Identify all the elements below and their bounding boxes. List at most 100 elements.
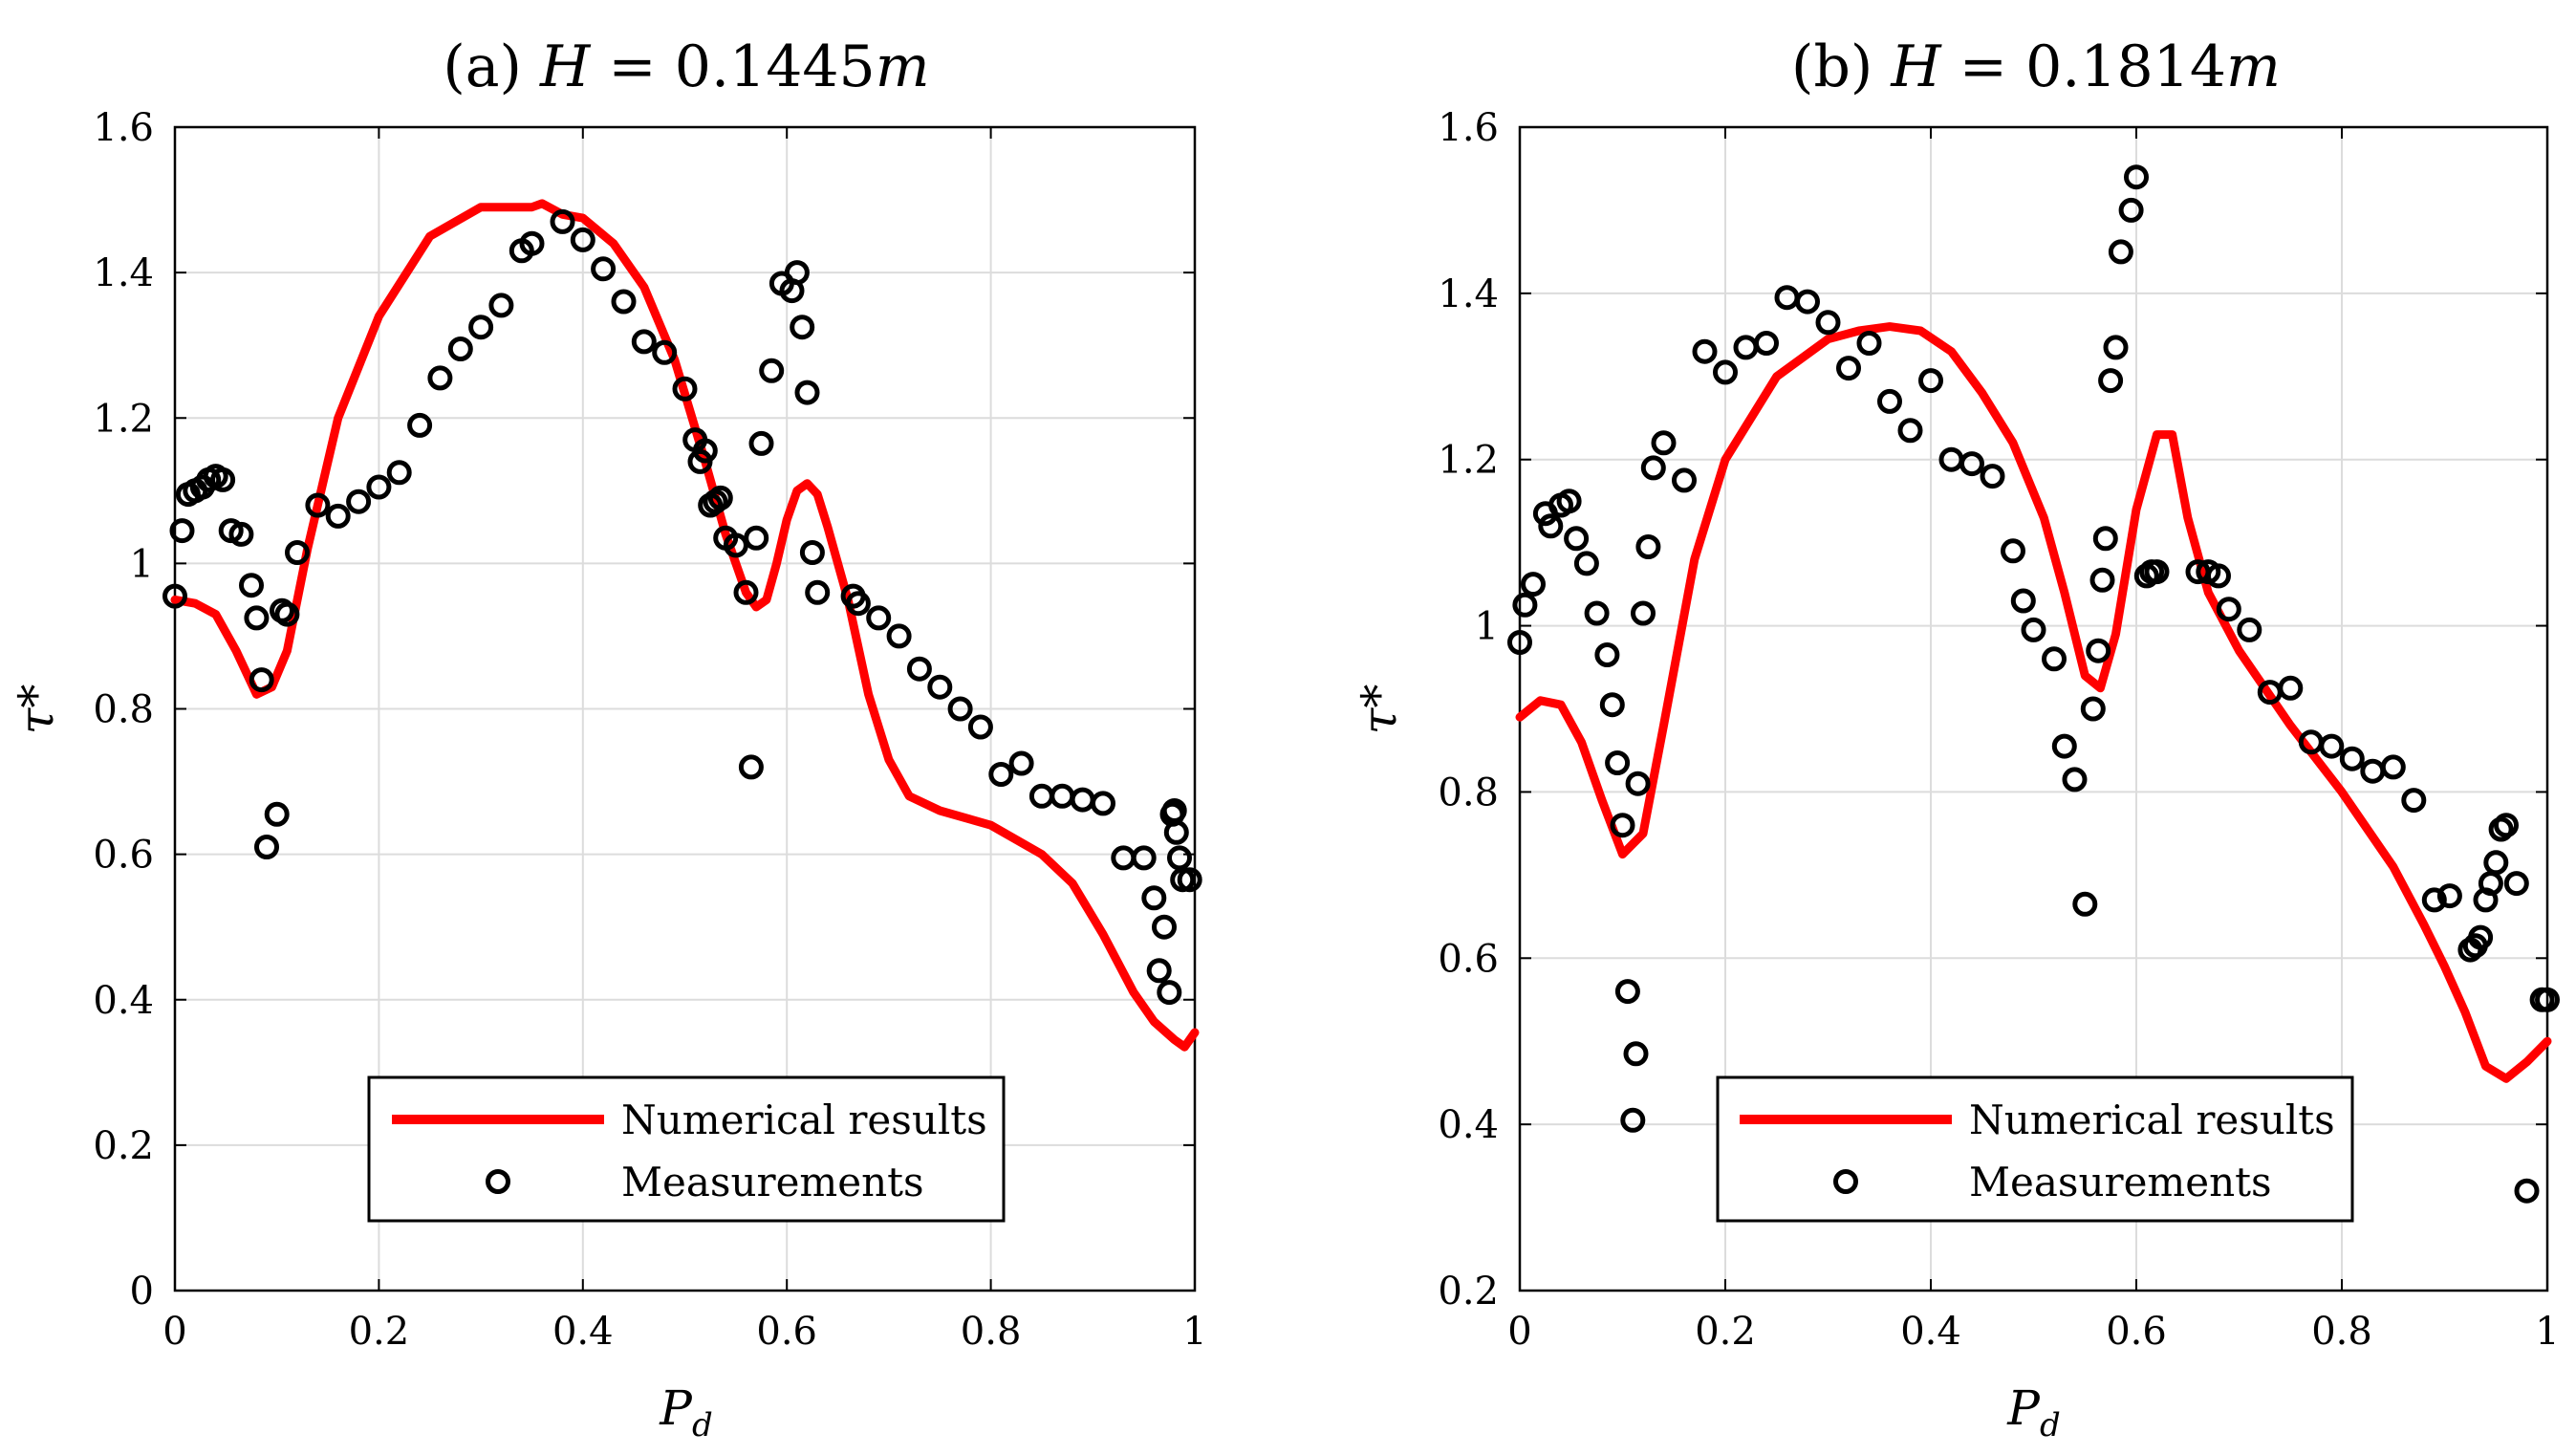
panel-a-measurement-point	[244, 605, 270, 631]
panel-b-measurement-point	[1564, 526, 1590, 552]
panel-b-measurement-point	[2514, 1178, 2540, 1204]
panel-a-measurement-point	[1152, 914, 1177, 940]
panel-b-title: (b) H = 0.1814m	[1791, 33, 2281, 100]
panel-a-legend-measurement-label: Measurements	[621, 1159, 924, 1205]
panel-a-x-tick-label: 1	[1182, 1310, 1206, 1354]
panel-a-measurement-point	[759, 358, 785, 383]
panel-b-y-tick-label: 0.4	[1438, 1103, 1499, 1147]
panel-b-measurement-series	[1507, 164, 2560, 1204]
panel-b-measurement-point	[1754, 331, 1779, 356]
panel-b-legend-marker-swatch	[1833, 1169, 1858, 1194]
panel-a-measurement-point	[906, 656, 932, 682]
panel-a-measurement-point	[1131, 845, 1157, 871]
panel-a-measurement-point	[274, 601, 300, 627]
panel-a-measurement-point	[799, 540, 825, 565]
panel-b-measurement-point	[1635, 534, 1661, 559]
panel-b-x-axis-label: Pd	[2006, 1380, 2060, 1444]
panel-b-measurement-point	[2206, 563, 2231, 589]
panel-a-measurement-point	[805, 579, 831, 605]
panel-b-x-tick-label: 1	[2535, 1310, 2559, 1354]
panel-b-measurement-point	[2380, 754, 2406, 780]
panel-b-measurement-point	[1610, 813, 1635, 838]
panel-b-measurement-point	[2436, 883, 2462, 909]
panel-a-measurement-point	[228, 521, 254, 547]
panel-a-measurement-point	[707, 485, 733, 510]
panel-a-x-tick-label: 0.8	[961, 1310, 1022, 1354]
panel-b-measurement-point	[1877, 388, 1902, 414]
panel-a-measurement-point	[162, 583, 187, 609]
panel-a-measurement-point	[468, 315, 494, 340]
panel-a-legend-box	[367, 1075, 1006, 1223]
panel-a-measurement-point	[254, 835, 279, 859]
panel-b-legend-numerical-label: Numerical results	[1969, 1097, 2335, 1143]
panel-a-measurement-point	[591, 256, 617, 282]
panel-a-measurement-point	[692, 438, 718, 464]
panel-b-measurement-point	[1584, 600, 1610, 626]
panel-a-measurement-point	[488, 293, 514, 318]
panel-a-measurement-point	[631, 329, 657, 355]
panel-b-measurement-point	[2118, 197, 2144, 223]
panel-a-measurement-point	[427, 365, 453, 391]
panel-b-legend-measurement-label: Measurements	[1969, 1159, 2272, 1205]
panel-a-legend-numerical-label: Numerical results	[621, 1097, 987, 1143]
panel-a-measurement-point	[239, 573, 264, 598]
panel-b-measurement-point	[1556, 489, 1582, 514]
panel-b-measurement-point	[2072, 891, 2098, 917]
panel-a-title: (a) H = 0.1445m	[443, 33, 929, 100]
panel-a-measurement-point	[346, 489, 372, 514]
panel-b-legend: Numerical results Measurements	[1716, 1075, 2354, 1223]
panel-a-y-tick-label: 1.4	[93, 251, 154, 295]
panel-b-y-tick-label: 0.6	[1438, 937, 1499, 981]
panel-b-axes-frame	[1518, 125, 2549, 1292]
panel-b-measurement-point	[2051, 733, 2077, 759]
panel-a-x-axis-label: Pd	[659, 1380, 712, 1444]
panel-b-measurement-point	[1980, 464, 2005, 489]
panel-b-measurement-point	[1631, 600, 1656, 626]
panel-a-measurement-point	[672, 376, 698, 402]
panel-a-x-tick-label: 0.6	[756, 1310, 817, 1354]
panel-a-measurement-series	[162, 208, 1202, 1006]
panel-a-measurement-point	[927, 674, 953, 700]
panel-a-y-tick-label: 0	[130, 1270, 154, 1314]
panel-a-measurement-point	[886, 623, 912, 649]
panel-a-measurement-point	[386, 460, 412, 486]
panel-b-measurement-point	[1795, 289, 1820, 315]
panel-b-measurement-point	[1672, 467, 1697, 493]
panel-b-measurement-point	[2042, 646, 2067, 672]
panel-b-measurement-point	[2483, 850, 2509, 876]
panel-b-measurement-point	[1856, 331, 1882, 356]
panel-b-measurement-point	[1614, 979, 1640, 1005]
panel-b-measurement-point	[2319, 733, 2345, 759]
panel-a-measurement-point	[1146, 958, 1172, 984]
panel-b-y-axis-label: τ*	[1352, 684, 1407, 735]
panel-b-measurement-point	[2494, 813, 2519, 838]
panel-a-measurement-point	[738, 754, 764, 780]
panel-a-x-tick-label: 0.4	[552, 1310, 614, 1354]
panel-b-measurement-point	[2216, 597, 2241, 622]
panel-a-x-tick-label: 0	[162, 1310, 186, 1354]
panel-b-measurement-point	[1640, 455, 1666, 481]
panel-b-x-tick-label: 0	[1507, 1310, 1531, 1354]
panel-b-y-tick-label: 1	[1475, 605, 1499, 649]
panel-a-measurement-point	[305, 492, 331, 518]
panel-b-measurement-point	[2092, 526, 2118, 552]
panel-b-measurement-point	[2535, 987, 2560, 1012]
panel-b-measurement-point	[2144, 559, 2170, 585]
panel-b-y-tick-label: 0.2	[1438, 1270, 1499, 1314]
panel-b-measurement-point	[2001, 538, 2025, 564]
panel-b-x-tick-label: 0.2	[1695, 1310, 1756, 1354]
panel-b-measurement-point	[1651, 430, 1677, 456]
panel-b-axes	[1518, 125, 2549, 1292]
panel-a-measurement-point	[249, 667, 274, 693]
panel-b-legend-box	[1716, 1075, 2354, 1223]
panel-b-measurement-point	[1594, 642, 1620, 667]
panel-a-measurement-point	[169, 518, 195, 544]
panel-a-y-tick-label: 1.6	[93, 106, 154, 150]
panel-a-measurement-point	[325, 503, 351, 529]
panel-b-measurement-point	[2339, 746, 2365, 771]
panel-a-measurement-point	[210, 467, 236, 492]
panel-a-measurement-point	[723, 532, 748, 558]
panel-b-x-tick-label: 0.4	[1900, 1310, 1961, 1354]
panel-a-measurement-point	[744, 525, 769, 551]
panel-a-numerical-series	[170, 199, 1200, 1052]
